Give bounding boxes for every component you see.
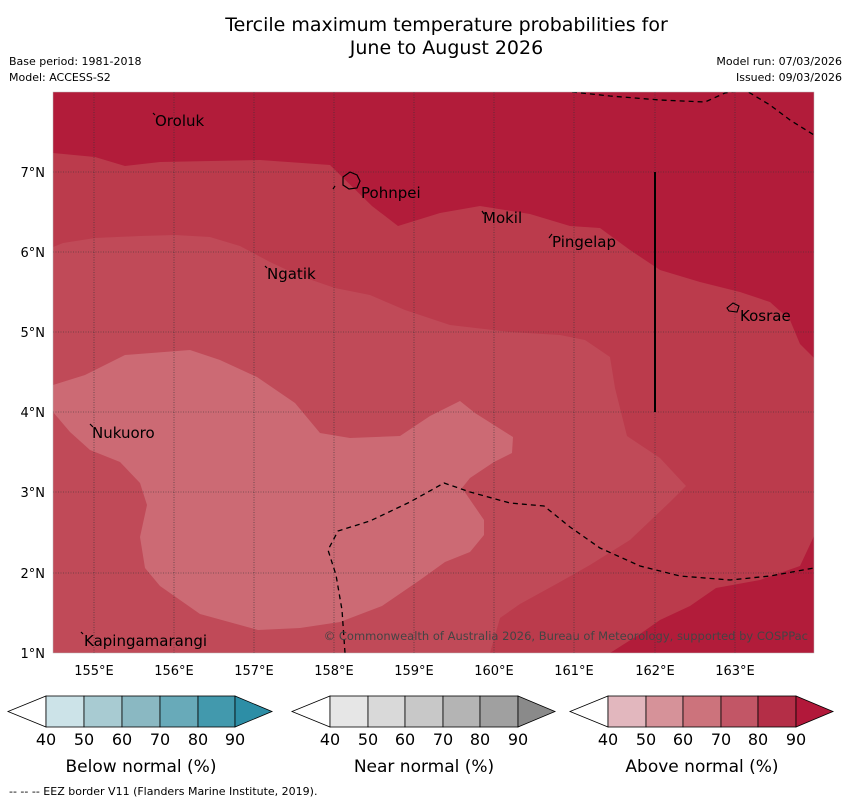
colorbar-below-label: Below normal (%) [66, 757, 217, 777]
colorbar-above: 40 50 60 70 80 90 Above normal (%) [568, 695, 835, 777]
y-axis: 7°N 6°N 5°N 4°N 3°N 2°N 1°N [21, 166, 46, 662]
colorbar-above-low-extend [568, 695, 609, 728]
pohnpei-island-outline [342, 171, 361, 190]
place-kapingamarangi: Kapingamarangi [84, 632, 207, 650]
colorbar-below-tick: 40 [36, 730, 56, 749]
y-tick-label: 1°N [21, 647, 46, 662]
place-oroluk: Oroluk [155, 112, 204, 130]
x-tick-label: 156°E [154, 664, 194, 679]
colorbar-above-tick: 40 [598, 730, 618, 749]
y-tick-label: 3°N [21, 486, 46, 501]
place-pohnpei: Pohnpei [361, 184, 421, 202]
x-tick-label: 163°E [715, 664, 755, 679]
colorbar-above-swatch [682, 695, 722, 728]
model-run: Model run: 07/03/2026 [716, 55, 842, 68]
colorbar-near: 40 50 60 70 80 90 Near normal (%) [290, 695, 557, 777]
title-line-2: June to August 2026 [349, 37, 544, 59]
colorbar-above-swatch [645, 695, 684, 728]
colorbar-near-tick: 50 [358, 730, 378, 749]
colorbar-below-tick: 50 [74, 730, 94, 749]
x-tick-label: 158°E [314, 664, 354, 679]
colorbar-near-swatch [479, 695, 519, 728]
x-tick-label: 162°E [635, 664, 675, 679]
base-period: Base period: 1981-2018 [9, 55, 142, 68]
title-line-1: Tercile maximum temperature probabilitie… [225, 14, 668, 36]
colorbar-near-high-extend [517, 695, 557, 728]
colorbar-above-swatch [720, 695, 759, 728]
x-tick-label: 159°E [394, 664, 434, 679]
colorbar-below-swatch [83, 695, 123, 728]
x-tick-label: 160°E [474, 664, 514, 679]
place-nukuoro: Nukuoro [92, 424, 155, 442]
colorbar-above-swatch [757, 695, 797, 728]
colorbar-below-tick: 70 [150, 730, 170, 749]
colorbar-above-label: Above normal (%) [625, 757, 778, 777]
colorbar-above-swatch [607, 695, 647, 728]
colorbar-above-tick: 60 [673, 730, 693, 749]
colorbar-near-swatch [404, 695, 444, 728]
y-tick-label: 2°N [21, 567, 46, 582]
meta-right: Model run: 07/03/2026 Issued: 09/03/2026 [716, 54, 842, 86]
colorbar-below-tick: 60 [112, 730, 132, 749]
colorbar-near-tick: 40 [320, 730, 340, 749]
graticule [53, 92, 814, 653]
colorbar-below: 40 50 60 70 80 90 Below normal (%) [6, 695, 274, 777]
colorbar-below-low-extend [6, 695, 47, 728]
colorbar-near-swatch [442, 695, 481, 728]
colorbar-near-tick: 80 [470, 730, 490, 749]
atoll-markers [80, 112, 553, 635]
copyright-notice: © Commonwealth of Australia 2026, Bureau… [324, 629, 808, 643]
meta-left: Base period: 1981-2018 Model: ACCESS-S2 [9, 54, 141, 86]
probability-map: Oroluk Pohnpei Mokil Pingelap Ngatik Kos… [53, 92, 814, 653]
colorbar-above-tick: 80 [748, 730, 768, 749]
map-frame [52, 91, 815, 654]
eez-border [327, 92, 814, 653]
colorbar-below-tick: 90 [225, 730, 245, 749]
y-tick-label: 4°N [21, 406, 46, 421]
model-name: Model: ACCESS-S2 [9, 71, 111, 84]
y-tick-label: 5°N [21, 326, 46, 341]
issued-date: Issued: 09/03/2026 [735, 71, 842, 84]
x-tick-label: 161°E [554, 664, 594, 679]
place-ngatik: Ngatik [267, 265, 316, 283]
kosrae-island-outline [726, 302, 740, 313]
colorbar-near-swatch [329, 695, 369, 728]
y-tick-label: 6°N [21, 246, 46, 261]
colorbar-below-swatch [197, 695, 236, 728]
colorbar-near-tick: 90 [508, 730, 528, 749]
colorbar-near-swatch [367, 695, 406, 728]
colorbar-near-label: Near normal (%) [354, 757, 494, 777]
map-title: Tercile maximum temperature probabilitie… [0, 14, 850, 60]
colorbar-above-high-extend [795, 695, 835, 728]
colorbar-below-tick: 80 [188, 730, 208, 749]
x-tick-label: 157°E [234, 664, 274, 679]
colorbar-near-tick: 60 [395, 730, 415, 749]
colorbar-below-swatch [121, 695, 161, 728]
colorbar-below-swatch [159, 695, 199, 728]
place-mokil: Mokil [483, 209, 522, 227]
x-tick-label: 155°E [74, 664, 114, 679]
colorbar-above-tick: 90 [786, 730, 806, 749]
colorbar-below-high-extend [234, 695, 274, 728]
colorbar-near-tick: 70 [433, 730, 453, 749]
band-50 [53, 350, 513, 630]
colorbar-above-tick: 50 [636, 730, 656, 749]
place-pingelap: Pingelap [552, 233, 616, 251]
eez-footnote: -- -- -- EEZ border V11 (Flanders Marine… [9, 785, 318, 798]
place-kosrae: Kosrae [740, 307, 791, 325]
x-axis: 155°E 156°E 157°E 158°E 159°E 160°E 161°… [74, 664, 755, 679]
colorbar-above-tick: 70 [711, 730, 731, 749]
y-tick-label: 7°N [21, 166, 46, 181]
colorbar-below-swatch [45, 695, 85, 728]
colorbar-near-low-extend [290, 695, 331, 728]
